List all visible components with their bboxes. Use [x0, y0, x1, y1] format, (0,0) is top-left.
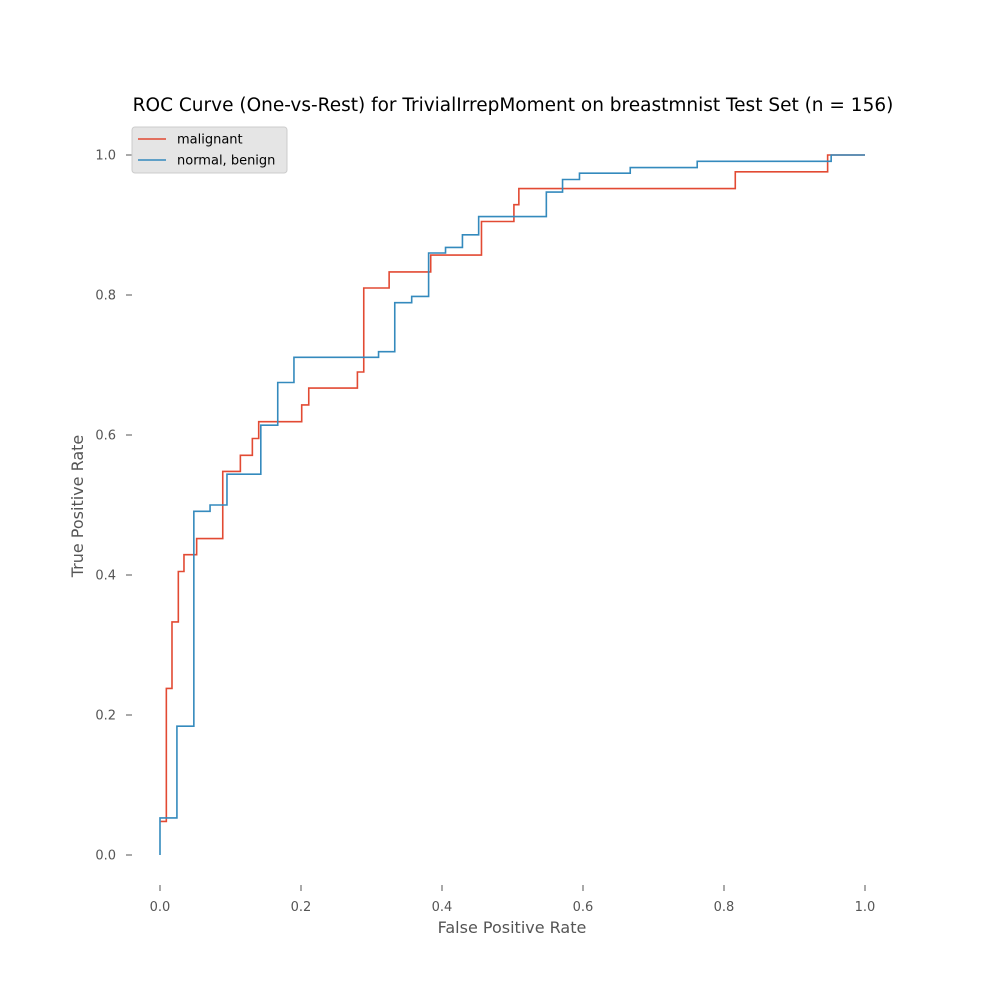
- roc-curve-normal-benign: [159, 154, 865, 855]
- x-tick-label: 0.0: [150, 900, 171, 915]
- y-tick-label: 1.0: [95, 149, 116, 164]
- chart-title: ROC Curve (One-vs-Rest) for TrivialIrrep…: [133, 95, 894, 116]
- x-axis-label: False Positive Rate: [438, 918, 587, 937]
- y-axis-label: True Positive Rate: [68, 435, 87, 579]
- x-tick-label: 0.4: [432, 900, 453, 915]
- y-tick-label: 0.2: [95, 709, 116, 724]
- y-tick-label: 0.4: [95, 569, 116, 584]
- y-axis-ticks: 0.0 0.2 0.4 0.6 0.8 1.0: [95, 149, 132, 864]
- x-axis-ticks: 0.0 0.2 0.4 0.6 0.8 1.0: [150, 885, 876, 915]
- y-tick-label: 0.6: [95, 429, 116, 444]
- x-tick-label: 0.2: [291, 900, 312, 915]
- legend-label: malignant: [177, 133, 243, 148]
- x-tick-label: 0.6: [573, 900, 594, 915]
- legend-frame: [131, 126, 288, 174]
- y-tick-label: 0.8: [95, 289, 116, 304]
- x-tick-label: 1.0: [855, 900, 876, 915]
- curves-layer: [159, 154, 865, 855]
- y-tick-label: 0.0: [95, 849, 116, 864]
- legend-label: normal, benign: [177, 154, 275, 169]
- roc-curve-malignant: [160, 154, 865, 823]
- x-tick-label: 0.8: [714, 900, 735, 915]
- legend: malignant normal, benign: [131, 126, 288, 174]
